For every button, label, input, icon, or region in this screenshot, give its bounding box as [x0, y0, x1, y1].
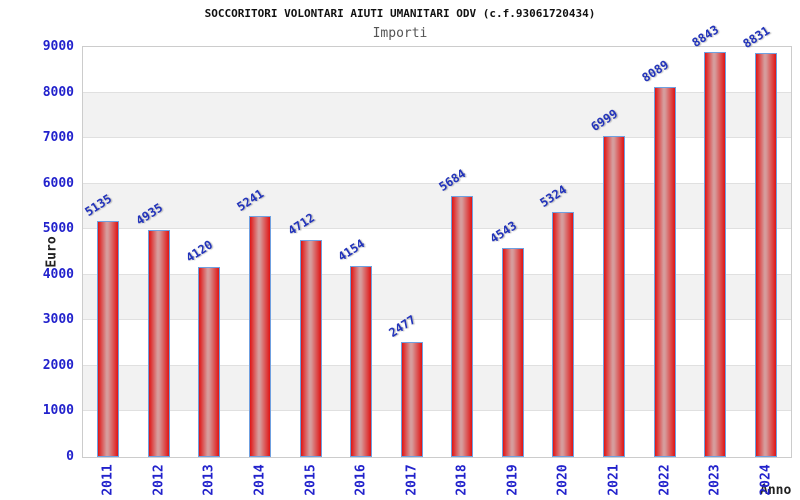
gridline	[83, 273, 791, 275]
x-tick-label: 2024	[758, 464, 774, 496]
bar-2023	[704, 52, 727, 457]
gridline	[83, 319, 791, 321]
bar-2021	[603, 136, 625, 457]
gridline	[83, 91, 791, 93]
y-axis-title: Euro	[44, 236, 60, 268]
x-tick-label: 2022	[657, 464, 673, 496]
chart-subtitle: Importi	[372, 26, 428, 41]
grid-band	[83, 138, 791, 184]
x-tick-label: 2019	[505, 464, 521, 496]
bar-2019	[501, 248, 524, 457]
bar-2013	[198, 267, 221, 457]
gridline	[83, 364, 791, 366]
y-tick-label: 0	[66, 449, 74, 464]
plot-area: 5135 4935 4120 5241 4712 4154 2477 5684 4543 5324…	[82, 23, 792, 458]
grid-band	[83, 274, 791, 321]
chart-title: SOCCORITORI VOLONTARI AIUTI UMANITARI OD…	[204, 7, 596, 20]
grid-band	[83, 92, 791, 139]
gridline	[83, 228, 791, 230]
x-tick-label: 2011	[100, 464, 116, 496]
bar-2024	[754, 52, 777, 457]
gridline	[83, 137, 791, 139]
bar-2018	[451, 196, 474, 457]
x-tick-label: 2016	[353, 464, 369, 496]
bar-2012	[147, 230, 170, 457]
y-tick-label: 4000	[42, 266, 74, 282]
grid-band	[83, 47, 791, 93]
x-tick-label: 2018	[454, 464, 470, 496]
x-tick-label: 2017	[404, 464, 420, 496]
y-tick-label: 8000	[42, 84, 74, 100]
x-tick-label: 2013	[201, 464, 217, 496]
y-tick-label: 3000	[42, 312, 74, 328]
grid-band	[83, 365, 791, 412]
gridline	[83, 410, 791, 412]
gridline	[83, 182, 791, 184]
grid-band	[83, 320, 791, 366]
y-tick-label: 5000	[42, 221, 74, 237]
x-axis-title: Anno	[760, 483, 792, 498]
bar-2022	[653, 86, 676, 457]
bar-2015	[299, 240, 322, 457]
bar-2014	[249, 216, 271, 457]
grid-band	[83, 411, 791, 457]
x-tick-label: 2012	[151, 464, 167, 496]
y-tick-label: 6000	[42, 175, 74, 191]
bar-2017	[400, 342, 423, 457]
x-tick-label: 2020	[555, 464, 571, 496]
x-tick-label: 2021	[606, 464, 622, 496]
x-tick-label: 2014	[252, 464, 268, 496]
grid-band	[83, 183, 791, 230]
y-tick-label: 2000	[42, 357, 74, 373]
y-tick-label: 7000	[42, 130, 74, 146]
bar-2011	[97, 221, 120, 457]
y-tick-label: 9000	[42, 39, 74, 54]
x-tick-label: 2015	[303, 464, 319, 496]
x-tick-label: 2023	[707, 464, 723, 496]
y-tick-label: 1000	[42, 403, 74, 419]
bar-2020	[552, 212, 575, 457]
bar-2016	[350, 265, 373, 457]
